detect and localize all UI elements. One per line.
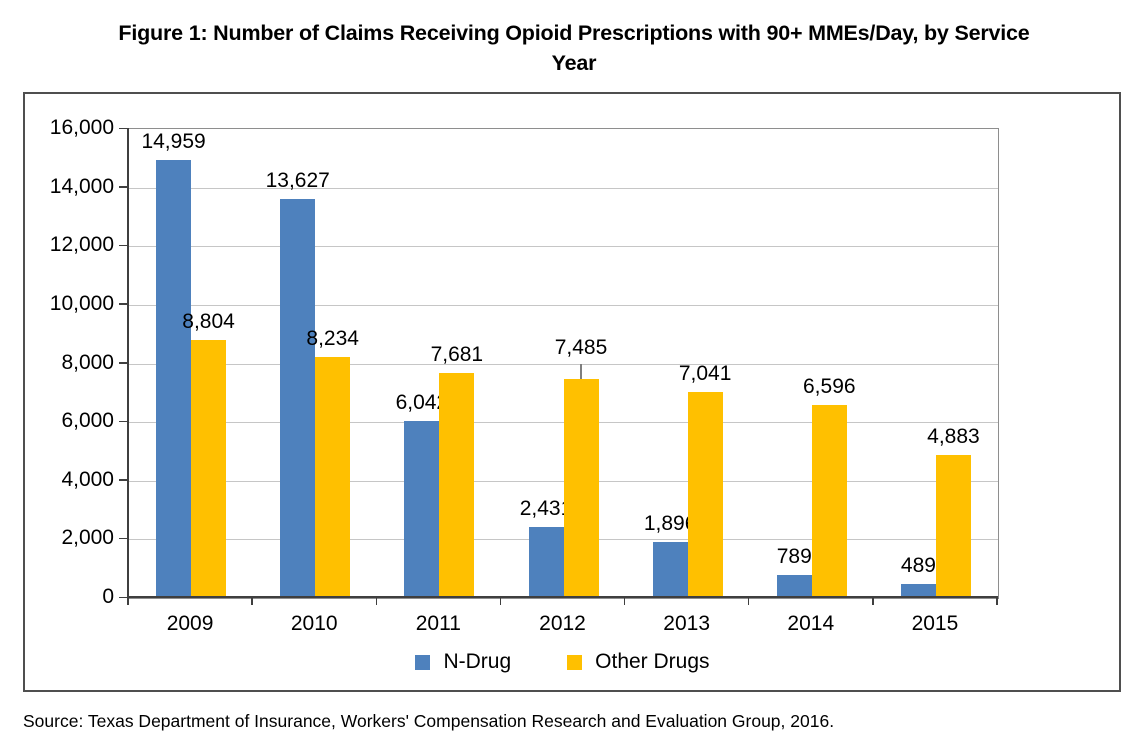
y-axis-tick-mark [119, 244, 128, 247]
y-axis-tick-mark [119, 420, 128, 423]
y-axis-tick-mark [119, 127, 128, 129]
bar-n-drug-2015 [900, 583, 936, 598]
x-axis-tick-mark [996, 597, 998, 605]
bar-value-label: 7,485 [554, 335, 608, 359]
bar-value-label: 4,883 [927, 424, 980, 448]
bar-value-label: 7,681 [430, 342, 484, 366]
bar-n-drug-2011 [404, 420, 440, 598]
figure-title: Figure 1: Number of Claims Receiving Opi… [0, 18, 1148, 78]
bar-n-drug-2013 [652, 542, 688, 598]
legend-swatch-icon [567, 654, 583, 670]
gridline [129, 187, 998, 189]
bar-value-label: 489 [900, 553, 936, 577]
bar-n-drug-2010 [280, 198, 316, 598]
y-axis-tick-label: 6,000 [61, 409, 114, 433]
gridline [129, 363, 998, 365]
y-axis-tick-label: 10,000 [49, 291, 114, 315]
y-axis-tick-mark [119, 596, 128, 598]
bar-value-label: 14,959 [141, 129, 206, 153]
x-axis-label: 2010 [290, 612, 338, 635]
y-axis-tick-label: 14,000 [49, 174, 114, 198]
bar-n-drug-2009 [156, 159, 192, 598]
y-axis-tick-label: 0 [102, 585, 114, 608]
legend-item-n-drug: N-Drug [415, 650, 511, 674]
bar-value-label: 2,431 [519, 496, 573, 520]
y-axis-tick-label: 2,000 [61, 526, 114, 550]
bar-value-label: 8,234 [306, 326, 359, 350]
x-axis-tick-mark [499, 597, 502, 605]
y-axis-tick-mark [119, 479, 128, 481]
bar-value-label: 6,596 [803, 374, 856, 398]
bar-other-drugs-2011 [439, 372, 475, 598]
x-axis-label: 2013 [663, 612, 710, 635]
x-axis-label: 2012 [539, 612, 586, 635]
bar-other-drugs-2010 [315, 356, 351, 598]
x-axis-tick-mark [872, 597, 874, 605]
x-axis-tick-mark [747, 597, 750, 605]
bar-other-drugs-2015 [935, 454, 971, 598]
bar-n-drug-2014 [776, 574, 812, 598]
y-axis-tick-mark [119, 303, 128, 305]
bar-other-drugs-2009 [191, 339, 227, 598]
x-axis-label: 2014 [787, 612, 835, 635]
chart-legend: N-Drug Other Drugs [128, 650, 997, 674]
bar-value-label: 789 [776, 544, 812, 568]
figure-title-line2: Year [551, 51, 597, 75]
legend-item-other-drugs: Other Drugs [567, 650, 710, 674]
x-axis-tick-mark [127, 597, 129, 605]
legend-swatch-icon [415, 654, 431, 670]
plot-area: 14,959 8,804 13,627 8,234 6,042 7,681 2,431 7,4… [128, 128, 999, 599]
label-leader-line [580, 363, 582, 379]
bar-value-label: 8,804 [182, 309, 235, 333]
y-axis-tick-label: 12,000 [49, 233, 114, 257]
y-axis-tick-mark [119, 362, 128, 364]
bar-other-drugs-2012 [563, 378, 599, 598]
bar-value-label: 6,042 [395, 390, 449, 414]
x-axis-label: 2015 [911, 612, 959, 635]
legend-label: Other Drugs [595, 650, 710, 673]
bar-value-label: 1,896 [643, 512, 697, 536]
x-axis-tick-mark [251, 597, 253, 605]
gridline [129, 304, 998, 306]
x-axis-tick-mark [375, 597, 378, 605]
y-axis-tick-mark [119, 537, 128, 540]
bar-value-label: 13,627 [265, 168, 330, 192]
bar-value-label: 7,041 [678, 361, 732, 385]
x-axis-tick-mark [623, 597, 626, 605]
y-axis-tick-mark [119, 186, 128, 188]
bar-n-drug-2012 [528, 526, 564, 598]
y-axis-tick-label: 16,000 [49, 116, 114, 139]
x-axis-line [127, 596, 998, 598]
legend-label: N-Drug [443, 650, 512, 673]
x-axis-label: 2009 [166, 612, 214, 635]
y-axis-line [127, 128, 129, 599]
source-note: Source: Texas Department of Insurance, W… [23, 711, 835, 731]
figure-title-line1: Figure 1: Number of Claims Receiving Opi… [118, 21, 1030, 45]
y-axis-tick-label: 8,000 [61, 350, 114, 374]
bar-other-drugs-2013 [687, 391, 723, 598]
bar-other-drugs-2014 [811, 404, 847, 598]
y-axis-tick-label: 4,000 [61, 467, 114, 491]
x-axis-label: 2011 [415, 612, 461, 635]
gridline [129, 246, 998, 248]
